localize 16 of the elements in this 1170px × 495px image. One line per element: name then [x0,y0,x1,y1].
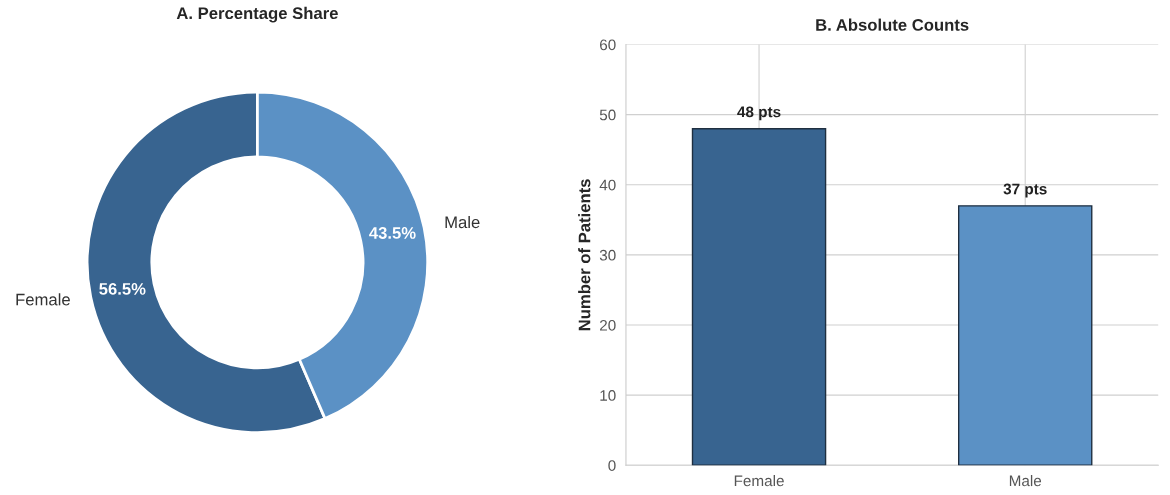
data-label: 37 pts [1003,183,1047,198]
y-tick-label: 20 [600,319,616,331]
slice-label: Female [16,293,70,306]
data-label: 56.5% [99,282,146,295]
y-tick-label: 10 [600,390,616,401]
y-tick-label: 60 [600,39,616,51]
chart-title: A. Percentage Share [176,6,338,23]
y-tick-label: 30 [599,249,616,261]
data-label: 48 pts [737,106,781,121]
slice-label: Male [445,215,480,229]
y-tick-label: 40 [599,179,616,191]
chart-title: B. Absolute Counts [816,18,969,31]
y-tick-label: 0 [608,460,616,471]
y-axis-title: Number of Patients [578,179,591,331]
data-label: 43.5% [369,227,416,239]
y-tick-label: 50 [599,109,616,121]
